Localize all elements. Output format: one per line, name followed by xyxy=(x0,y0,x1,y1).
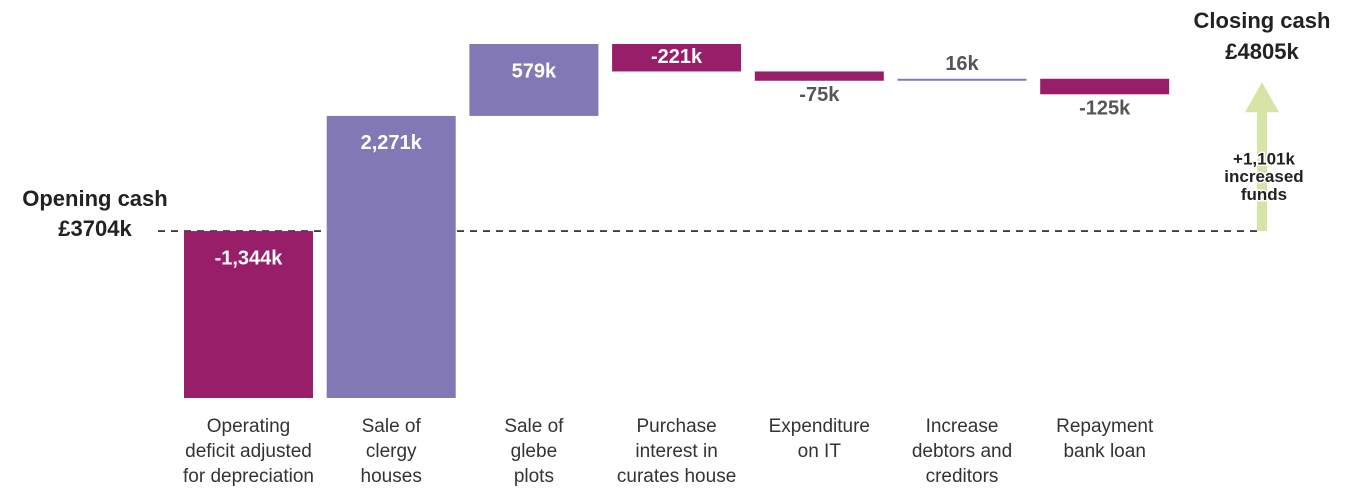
bar-label: -75k xyxy=(799,84,840,106)
category-label: Operating deficit adjusted for depreciat… xyxy=(183,416,314,487)
category-label: Expenditure on IT xyxy=(768,416,870,462)
category-label: Sale of clergy houses xyxy=(360,416,422,487)
bar xyxy=(1040,78,1170,95)
category-label: Purchase interest in curates house xyxy=(616,416,737,487)
change-arrow xyxy=(1245,82,1279,232)
bar xyxy=(469,44,599,116)
closing-label: Closing cash xyxy=(1194,8,1331,33)
category-label: Sale of glebe plots xyxy=(504,416,564,487)
change-value: +1,101k xyxy=(1233,149,1295,168)
category-label: Repayment bank loan xyxy=(1056,416,1154,462)
bar-label: 2,271k xyxy=(361,132,423,154)
bar-label: -221k xyxy=(651,46,703,68)
bar xyxy=(184,231,313,398)
category-label: Increase debtors and creditors xyxy=(911,416,1013,487)
change-label: increased funds xyxy=(1224,167,1303,204)
bar-label: -1,344k xyxy=(215,247,284,269)
bar-label: 579k xyxy=(512,60,557,82)
closing-value: £4805k xyxy=(1225,39,1299,64)
opening-value: £3704k xyxy=(58,216,132,241)
bar-label: 16k xyxy=(945,53,979,75)
change-label-line: increased xyxy=(1224,167,1303,186)
bar xyxy=(897,78,1027,81)
opening-label: Opening cash xyxy=(22,186,167,211)
change-label-line: funds xyxy=(1241,185,1287,204)
bar-label: -125k xyxy=(1079,98,1131,120)
bar xyxy=(612,44,742,72)
bar xyxy=(754,71,884,81)
bar xyxy=(326,115,456,398)
